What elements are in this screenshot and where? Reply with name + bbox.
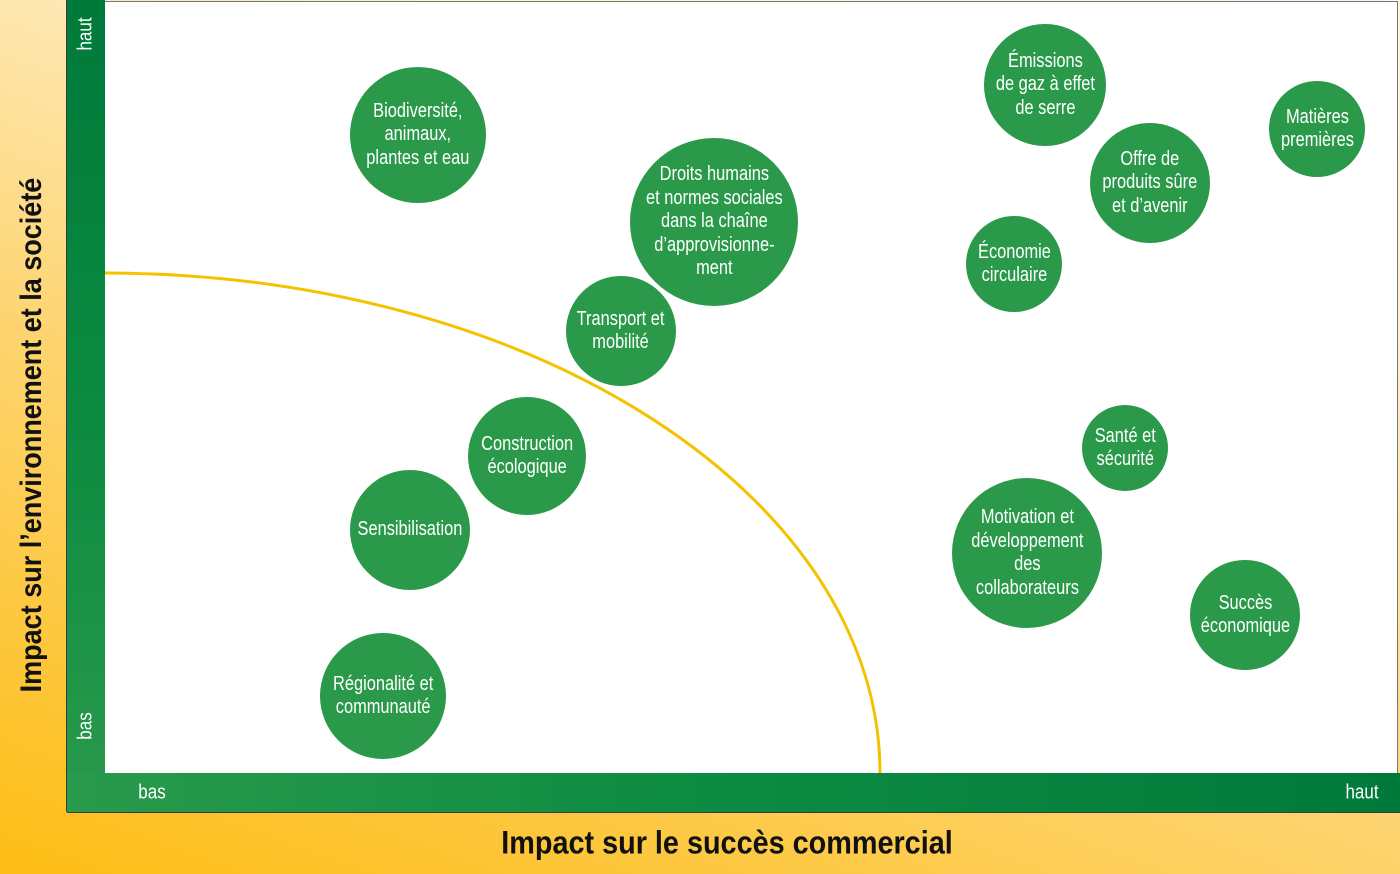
topic-label: Matières premières <box>1280 105 1354 152</box>
topic-label: Biodiversité, animaux, plantes et eau <box>366 99 470 169</box>
topic-label: Économie circulaire <box>977 240 1051 287</box>
x-axis-title: Impact sur le succès commercial <box>501 824 953 861</box>
y-axis-high-label: haut <box>74 17 97 51</box>
topic-bubble: Régionalité et communauté <box>320 633 446 759</box>
x-axis-high-label: haut <box>1345 781 1379 804</box>
axis-border <box>66 0 67 812</box>
topic-label: Motivation et développement des collabor… <box>970 506 1084 599</box>
topic-bubble: Motivation et développement des collabor… <box>952 478 1102 628</box>
topic-label: Sensibilisation <box>357 518 463 541</box>
topic-label: Offre de produits sûre et d’avenir <box>1102 147 1198 217</box>
topic-bubble: Santé et sécurité <box>1082 405 1168 491</box>
topic-bubble: Offre de produits sûre et d’avenir <box>1090 123 1210 243</box>
threshold-curve <box>104 271 882 774</box>
y-axis-title: Impact sur l’environnement et la société <box>15 177 48 693</box>
y-axis-band <box>67 0 105 812</box>
topic-label: Santé et sécurité <box>1094 424 1156 471</box>
topic-bubble: Sensibilisation <box>350 470 470 590</box>
topic-label: Régionalité et communauté <box>332 672 434 719</box>
topic-label: Construction écologique <box>480 432 574 479</box>
matrix-plot-area <box>105 1 1398 773</box>
topic-bubble: Émissions de gaz à effet de serre <box>984 24 1106 146</box>
topic-label: Transport et mobilité <box>577 307 665 354</box>
topic-bubble: Droits humains et normes sociales dans l… <box>630 138 798 306</box>
topic-bubble: Matières premières <box>1269 81 1365 177</box>
topic-bubble: Biodiversité, animaux, plantes et eau <box>350 67 486 203</box>
topic-label: Droits humains et normes sociales dans l… <box>645 163 783 280</box>
topic-bubble: Transport et mobilité <box>566 276 676 386</box>
y-axis-low-label: bas <box>74 712 97 740</box>
x-axis-band <box>67 773 1400 813</box>
topic-bubble: Succès économique <box>1190 560 1300 670</box>
topic-label: Succès économique <box>1200 591 1290 638</box>
topic-label: Émissions de gaz à effet de serre <box>995 49 1095 119</box>
topic-bubble: Construction écologique <box>468 397 586 515</box>
x-axis-low-label: bas <box>138 781 166 804</box>
topic-bubble: Économie circulaire <box>966 216 1062 312</box>
